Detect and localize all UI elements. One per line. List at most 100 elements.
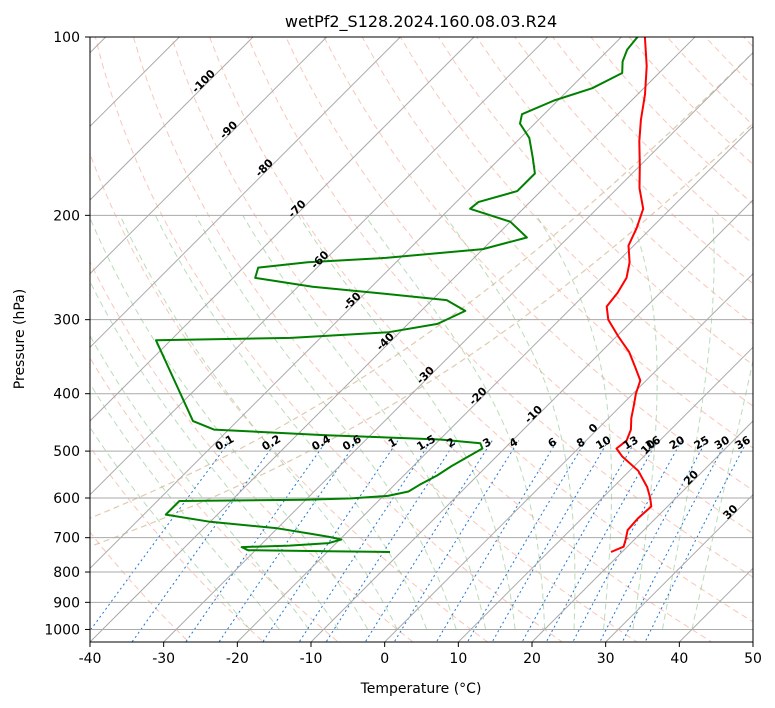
line-labels: 0.1 0.2 0.4 0.6 1 1.5 2 3 4 6 8 10 13 16 20 25 30 36-100-… <box>189 67 775 559</box>
mixing-ratio-label: 4 <box>507 435 520 450</box>
mixing-ratio-line <box>325 440 457 642</box>
temperature-profile <box>605 37 653 553</box>
isotherm-label: -60 <box>308 248 331 271</box>
chart-title: wetPf2_S128.2024.160.08.03.R24 <box>285 12 557 32</box>
dry-adiabat <box>323 37 753 491</box>
dry-adiabat <box>170 37 713 642</box>
mixing-ratio-label: 6 <box>546 435 559 450</box>
y-tick-label: 1000 <box>44 622 80 638</box>
mixing-ratio-label: 20 <box>667 433 687 452</box>
isotherm-line <box>752 641 753 642</box>
y-tick-label: 100 <box>53 30 80 46</box>
x-tick-label: -40 <box>79 651 102 667</box>
isotherm-label: -80 <box>253 156 276 179</box>
dry-adiabat <box>628 37 753 166</box>
y-tick-label: 200 <box>53 208 80 224</box>
isotherm-label: -90 <box>217 118 240 141</box>
y-tick-label: 400 <box>53 387 80 403</box>
mixing-ratio-line <box>90 440 231 632</box>
mixing-ratio-line <box>185 440 328 642</box>
moist-adiabat <box>90 280 339 630</box>
mixing-ratio-label: 30 <box>712 433 732 452</box>
mixing-ratio-label: 1.5 <box>414 432 437 453</box>
mixing-ratio-line <box>218 440 358 642</box>
moist-adiabat <box>297 215 516 630</box>
isotherm-line <box>605 493 753 642</box>
isotherm-line <box>90 37 696 642</box>
dry-adiabat <box>90 356 339 642</box>
dry-adiabat <box>361 37 753 449</box>
plot-frame <box>89 36 754 643</box>
dry-adiabat <box>90 152 489 642</box>
isotherm-label: -70 <box>285 197 308 220</box>
mixing-ratio-line <box>545 440 659 642</box>
mixing-ratio-line <box>572 440 683 642</box>
isotherm-line <box>163 51 753 642</box>
y-axis-label: Pressure (hPa) <box>12 289 28 389</box>
isotherm-line <box>531 420 753 642</box>
moist-adiabat <box>119 215 398 630</box>
mixing-ratio-label: 13 <box>621 433 641 452</box>
series-layer <box>155 37 653 553</box>
dry-adiabat <box>90 446 265 642</box>
dewpoint-profile <box>155 37 639 553</box>
moist-adiabat <box>629 215 658 630</box>
mixing-ratio-line <box>131 440 278 642</box>
moist-adiabat <box>691 358 753 630</box>
isotherm-label: -100 <box>189 67 218 96</box>
moist-adiabat <box>535 215 613 630</box>
isotherm-label: 30 <box>721 502 741 522</box>
dry-adiabat <box>247 37 753 578</box>
x-tick-label: 50 <box>744 651 762 667</box>
x-tick-label: 0 <box>380 651 389 667</box>
moist-adiabat <box>242 215 487 630</box>
isotherm-label: -20 <box>466 384 489 407</box>
y-tick-label: 500 <box>53 444 80 460</box>
mixing-ratio-line <box>621 440 728 642</box>
moist-adiabat <box>195 215 457 630</box>
isotherm-line <box>90 37 622 570</box>
dry-adiabat <box>90 531 190 642</box>
isotherm-line <box>678 567 753 642</box>
y-tick-label: 900 <box>53 595 80 611</box>
mixing-ratio-label: 8 <box>574 435 587 450</box>
dry-adiabat <box>399 37 753 407</box>
x-tick-label: -30 <box>152 651 175 667</box>
mixing-ratio-line <box>262 440 399 642</box>
isotherm-line <box>90 37 254 201</box>
mixing-ratio-label: 0.2 <box>260 432 283 453</box>
x-tick-label: 10 <box>449 651 467 667</box>
dry-adiabat <box>742 37 753 48</box>
x-tick-label: 20 <box>523 651 541 667</box>
dry-adiabat <box>590 37 753 205</box>
reference-curve <box>90 51 753 519</box>
moist-adiabat <box>90 334 310 630</box>
dry-adiabat <box>755 10 775 654</box>
isotherm-line <box>90 37 328 275</box>
dry-adiabat <box>437 37 753 366</box>
reference-curve <box>90 122 753 548</box>
mixing-ratio-label: 0.1 <box>213 432 236 453</box>
dry-adiabat <box>90 260 414 642</box>
isotherm-label: 40 <box>757 539 775 559</box>
mixing-ratio-line <box>491 440 609 642</box>
mixing-ratio-line <box>298 440 432 642</box>
y-tick-label: 600 <box>53 491 80 507</box>
y-tick-label: 300 <box>53 313 80 329</box>
dry-adiabat <box>132 37 638 642</box>
dry-adiabat <box>476 37 753 325</box>
mixing-ratio-line <box>393 440 520 642</box>
mixing-ratio-line <box>364 440 493 642</box>
x-axis-label: Temperature (°C) <box>360 681 482 697</box>
x-tick-label: -10 <box>300 651 323 667</box>
mixing-ratio-line <box>521 440 637 642</box>
x-tick-label: 40 <box>670 651 688 667</box>
isotherm-line <box>310 199 753 642</box>
x-tick-label: -20 <box>226 651 249 667</box>
isotherm-line <box>384 272 753 642</box>
dry-adiabat <box>514 37 753 285</box>
moist-adiabat <box>90 426 251 630</box>
isotherm-label: -50 <box>341 289 364 312</box>
